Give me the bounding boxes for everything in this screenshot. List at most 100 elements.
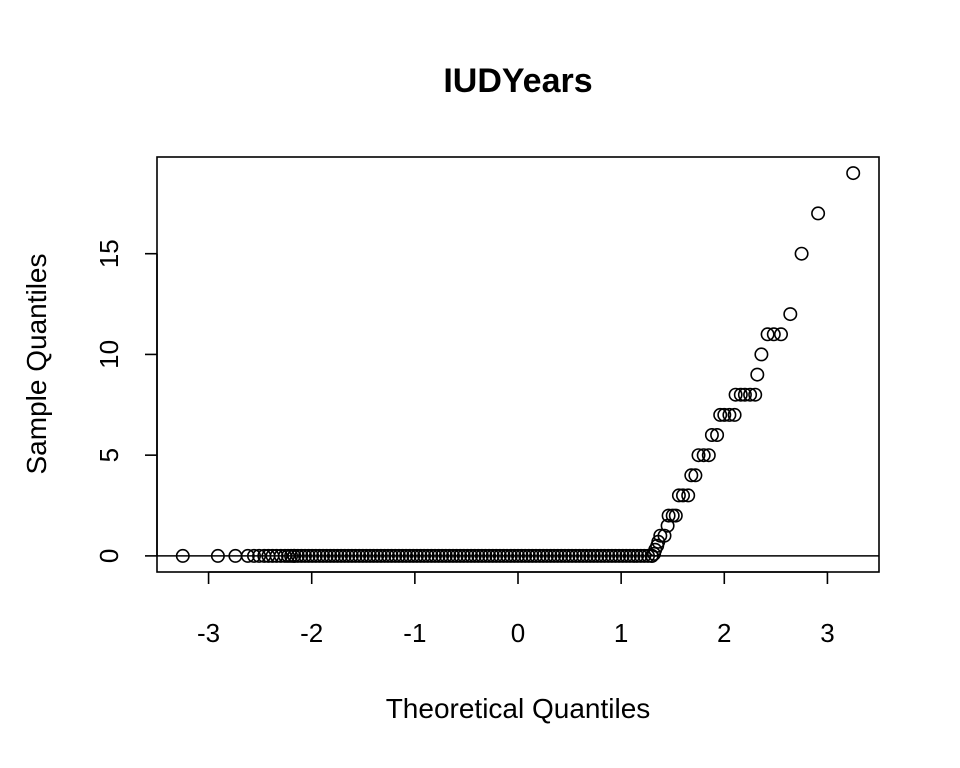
data-point bbox=[691, 448, 706, 463]
data-point bbox=[417, 548, 432, 563]
data-point bbox=[543, 548, 558, 563]
data-point bbox=[366, 548, 381, 563]
data-point bbox=[684, 468, 699, 483]
data-point bbox=[525, 548, 540, 563]
plot-frame bbox=[156, 156, 880, 573]
data-point bbox=[710, 427, 725, 442]
data-point bbox=[671, 488, 686, 503]
data-point bbox=[337, 548, 352, 563]
data-point bbox=[431, 548, 446, 563]
data-point bbox=[312, 548, 327, 563]
data-point bbox=[748, 387, 763, 402]
data-point bbox=[688, 468, 703, 483]
data-point bbox=[633, 548, 648, 563]
data-point bbox=[464, 548, 479, 563]
data-point bbox=[453, 548, 468, 563]
data-point bbox=[554, 548, 569, 563]
data-point bbox=[316, 548, 331, 563]
data-point bbox=[297, 548, 312, 563]
data-point bbox=[305, 548, 320, 563]
data-point bbox=[593, 548, 608, 563]
data-point bbox=[445, 548, 460, 563]
data-point bbox=[352, 548, 367, 563]
x-axis-label: Theoretical Quantiles bbox=[386, 693, 651, 724]
data-point bbox=[532, 548, 547, 563]
data-point bbox=[528, 548, 543, 563]
data-point bbox=[500, 548, 515, 563]
data-point bbox=[626, 548, 641, 563]
data-point bbox=[579, 548, 594, 563]
data-point bbox=[728, 387, 743, 402]
data-point bbox=[565, 548, 580, 563]
data-point bbox=[399, 548, 414, 563]
data-point bbox=[449, 548, 464, 563]
data-point bbox=[460, 548, 475, 563]
data-point bbox=[514, 548, 529, 563]
data-point bbox=[478, 548, 493, 563]
y-tick-label: 0 bbox=[94, 549, 124, 563]
data-point bbox=[319, 548, 334, 563]
data-point bbox=[557, 548, 572, 563]
data-point bbox=[536, 548, 551, 563]
data-point bbox=[615, 548, 630, 563]
data-point bbox=[661, 508, 676, 523]
data-point bbox=[294, 548, 309, 563]
data-point bbox=[395, 548, 410, 563]
data-point bbox=[175, 548, 190, 563]
chart-title: IUDYears bbox=[443, 62, 592, 100]
data-point bbox=[760, 327, 775, 342]
x-tick-label: -1 bbox=[403, 618, 426, 648]
data-point bbox=[438, 548, 453, 563]
data-point bbox=[713, 407, 728, 422]
data-point bbox=[637, 548, 652, 563]
data-point bbox=[435, 548, 450, 563]
data-point bbox=[287, 548, 302, 563]
data-point bbox=[539, 548, 554, 563]
data-point bbox=[290, 548, 305, 563]
data-point bbox=[608, 548, 623, 563]
data-point bbox=[737, 387, 752, 402]
data-point bbox=[341, 548, 356, 563]
data-point bbox=[474, 548, 489, 563]
data-points bbox=[175, 166, 861, 563]
data-point bbox=[722, 407, 737, 422]
x-tick-label: -3 bbox=[197, 618, 220, 648]
data-point bbox=[733, 387, 748, 402]
data-point bbox=[727, 407, 742, 422]
data-point bbox=[575, 548, 590, 563]
data-point bbox=[675, 488, 690, 503]
data-point bbox=[492, 548, 507, 563]
data-point bbox=[409, 548, 424, 563]
data-point bbox=[597, 548, 612, 563]
data-point bbox=[717, 407, 732, 422]
data-point bbox=[640, 548, 655, 563]
y-tick-label: 5 bbox=[94, 448, 124, 462]
data-point bbox=[420, 548, 435, 563]
data-point bbox=[811, 206, 826, 221]
data-point bbox=[489, 548, 504, 563]
data-point bbox=[442, 548, 457, 563]
data-point bbox=[547, 548, 562, 563]
data-point bbox=[391, 548, 406, 563]
data-point bbox=[773, 327, 788, 342]
data-point bbox=[743, 387, 758, 402]
data-point bbox=[550, 548, 565, 563]
data-point bbox=[210, 548, 225, 563]
data-point bbox=[485, 548, 500, 563]
x-tick-label: 2 bbox=[717, 618, 731, 648]
data-point bbox=[456, 548, 471, 563]
data-point bbox=[427, 548, 442, 563]
data-point bbox=[766, 327, 781, 342]
data-point bbox=[586, 548, 601, 563]
data-point bbox=[612, 548, 627, 563]
data-point bbox=[750, 367, 765, 382]
data-point bbox=[402, 548, 417, 563]
data-point bbox=[247, 548, 262, 563]
data-point bbox=[794, 246, 809, 261]
data-point bbox=[590, 548, 605, 563]
x-tick-label: 0 bbox=[511, 618, 525, 648]
data-point bbox=[377, 548, 392, 563]
data-point bbox=[362, 548, 377, 563]
data-point bbox=[471, 548, 486, 563]
data-point bbox=[619, 548, 634, 563]
